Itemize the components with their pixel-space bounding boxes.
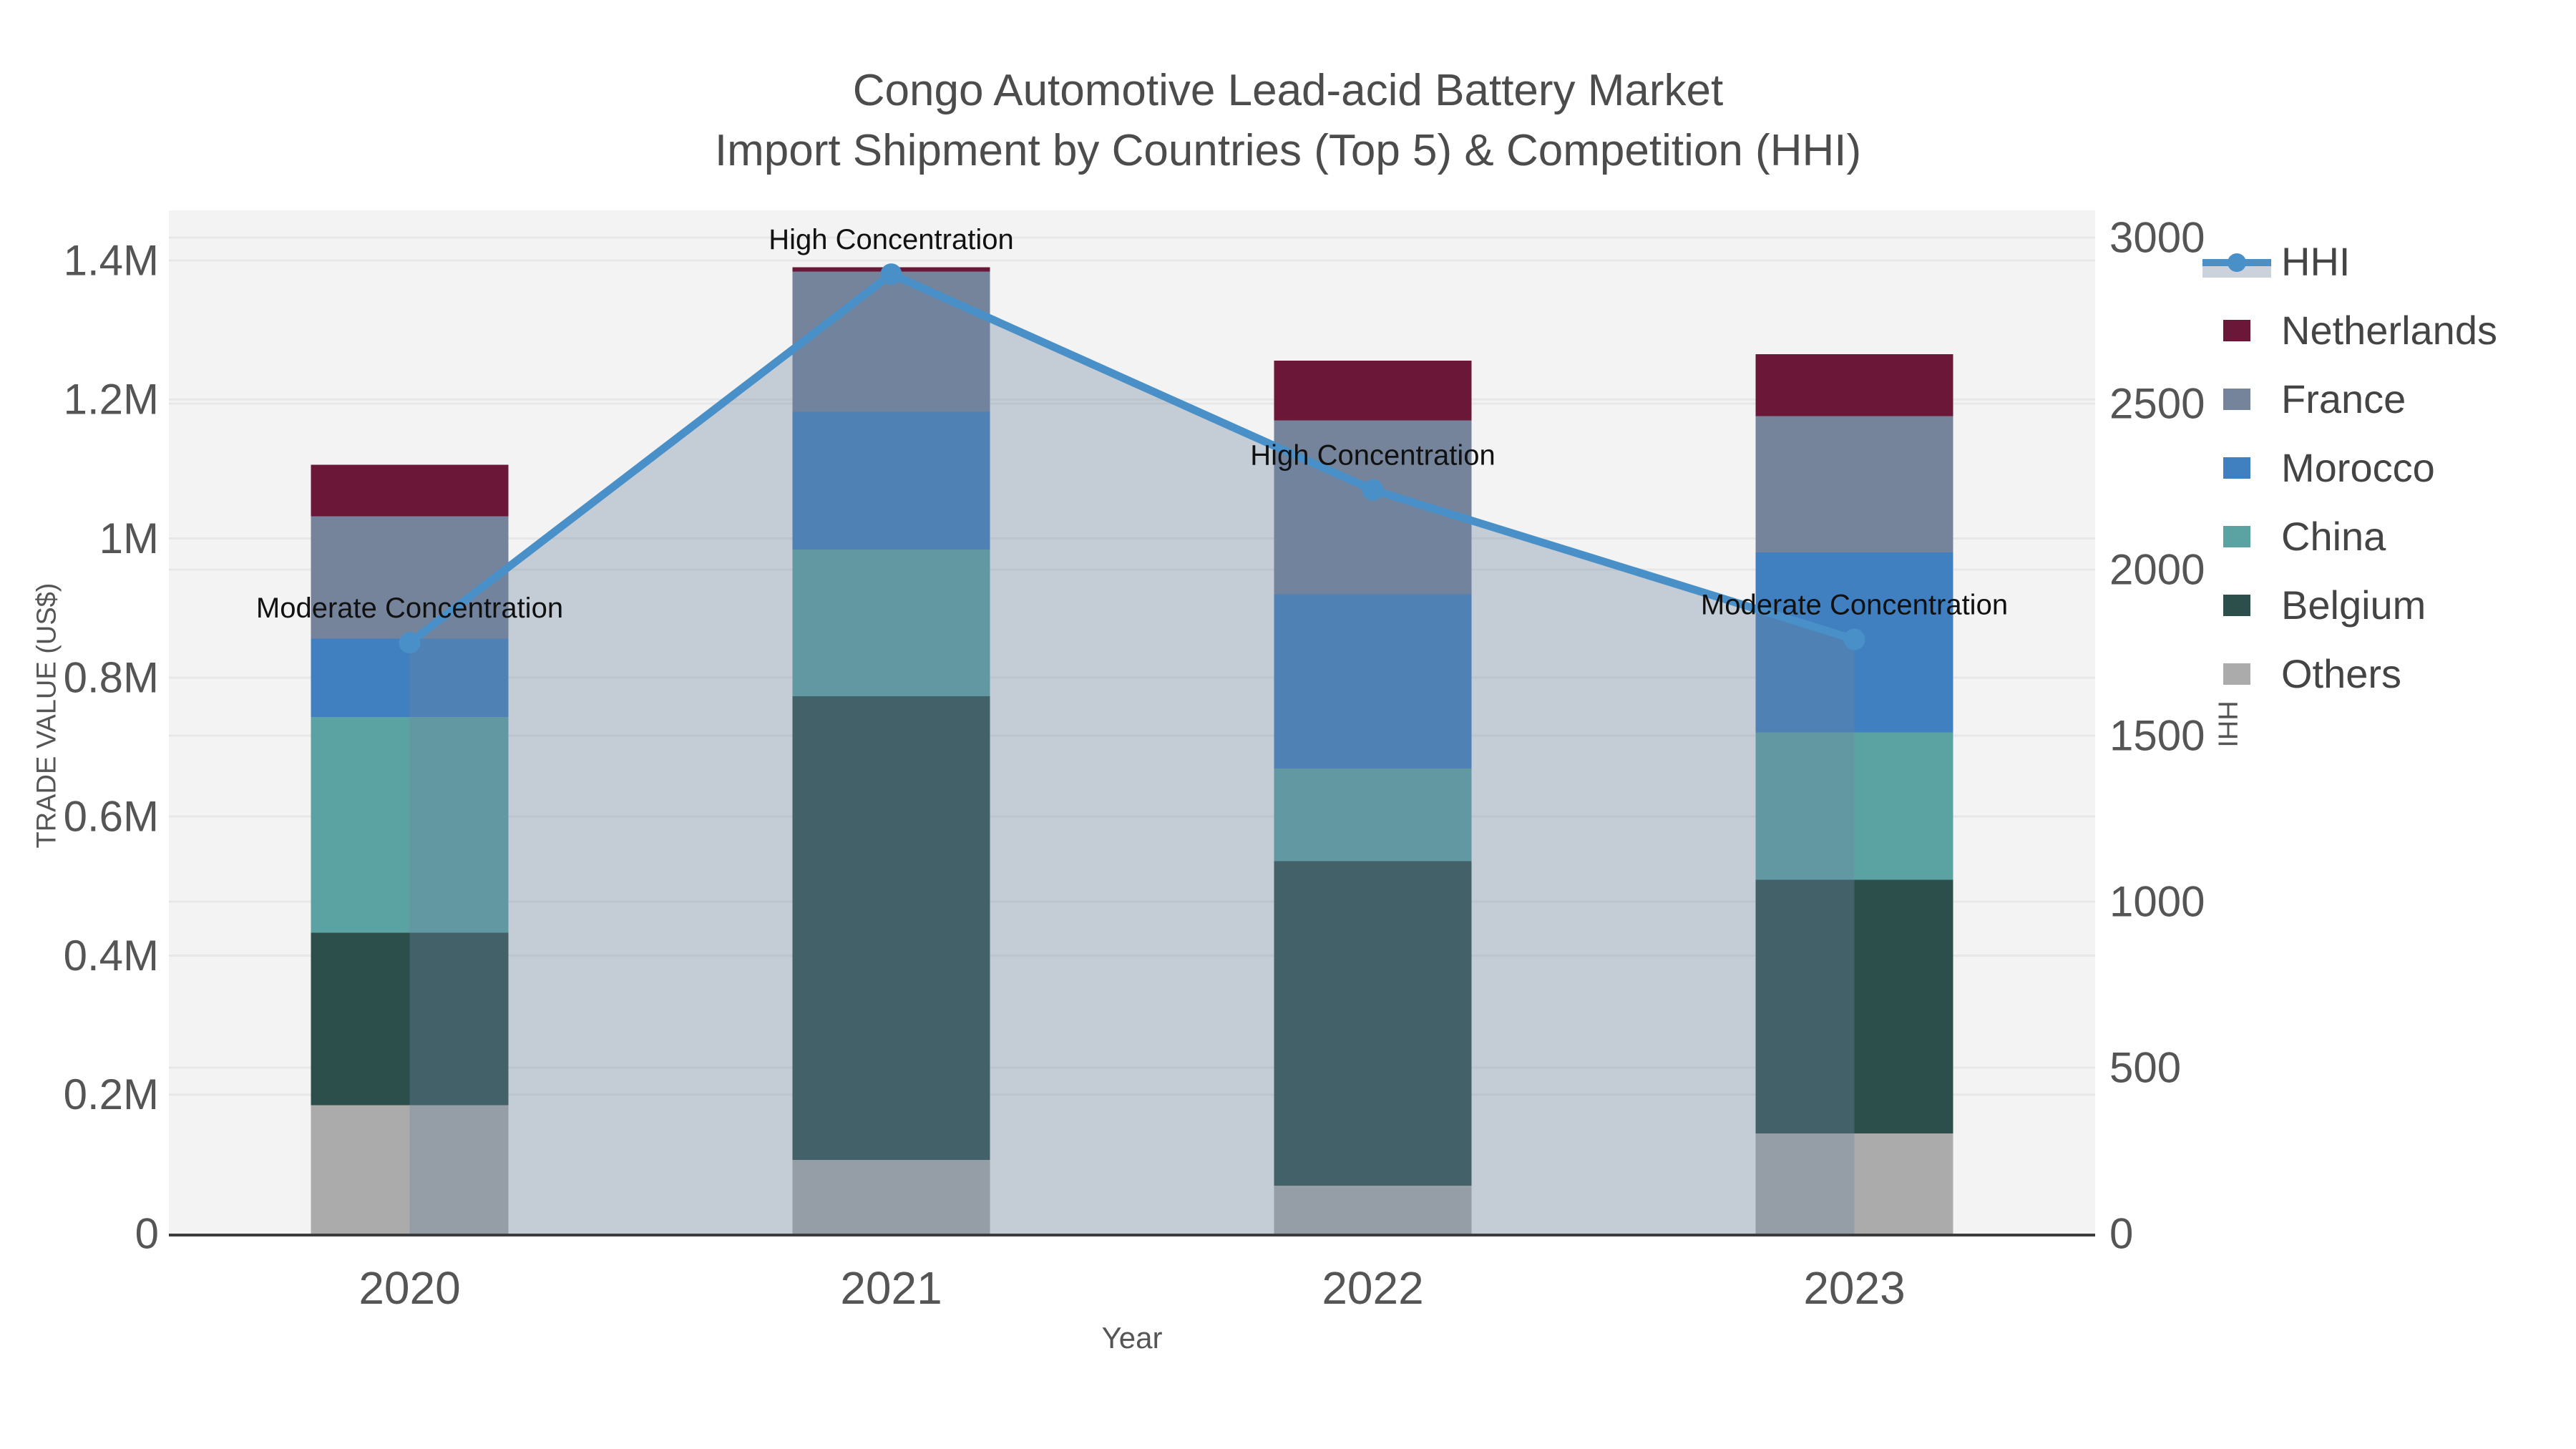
x-tick-label-2022: 2022: [1322, 1262, 1423, 1314]
legend-item-france[interactable]: France: [2202, 378, 2497, 421]
legend-label: China: [2281, 514, 2386, 559]
legend-color-swatch: [2223, 457, 2250, 479]
legend-line-marker-icon: [2202, 240, 2271, 283]
legend-swatch-icon: [2202, 653, 2271, 696]
legend-item-morocco[interactable]: Morocco: [2202, 447, 2497, 489]
legend-swatch-icon: [2202, 584, 2271, 627]
legend-color-swatch: [2223, 320, 2250, 341]
bar-segment-2020-netherlands[interactable]: [311, 464, 509, 517]
legend-item-others[interactable]: Others: [2202, 653, 2497, 696]
hhi-area: [409, 274, 1855, 1234]
bar-segment-2021-morocco[interactable]: [792, 411, 990, 550]
legend-label: Morocco: [2281, 445, 2435, 490]
chart-title: Congo Automotive Lead-acid Battery Marke…: [852, 66, 1724, 115]
legend-label: HHI: [2281, 239, 2351, 284]
legend-item-belgium[interactable]: Belgium: [2202, 584, 2497, 627]
legend-swatch-icon: [2202, 515, 2271, 558]
legend-marker-dot: [2228, 253, 2246, 272]
x-tick-label-2020: 2020: [358, 1262, 460, 1314]
x-tick-label-2021: 2021: [840, 1262, 942, 1314]
bar-segment-2023-france[interactable]: [1755, 416, 1953, 552]
left-axis-title: TRADE VALUE (US$): [31, 582, 62, 849]
left-tick-label: 1M: [99, 514, 159, 562]
left-tick-label: 0.4M: [64, 932, 159, 980]
chart-subtitle: Import Shipment by Countries (Top 5) & C…: [714, 126, 1862, 175]
annotation-2021: High Concentration: [769, 224, 1013, 255]
left-tick-label: 0.6M: [64, 793, 159, 841]
bar-segment-2023-others[interactable]: [1755, 1133, 1953, 1234]
bar-segment-2023-belgium[interactable]: [1755, 879, 1953, 1134]
bar-segment-2022-china[interactable]: [1274, 769, 1472, 862]
right-tick-label: 500: [2109, 1044, 2181, 1092]
annotation-2023: Moderate Concentration: [1701, 589, 2008, 620]
bar-segment-2023-china[interactable]: [1755, 732, 1953, 880]
annotation-2022: High Concentration: [1250, 440, 1495, 472]
legend-color-swatch: [2223, 595, 2250, 616]
bar-segment-2021-others[interactable]: [792, 1160, 990, 1234]
bar-segment-2022-morocco[interactable]: [1274, 594, 1472, 769]
legend-label: France: [2281, 376, 2406, 421]
bar-segment-2020-china[interactable]: [311, 717, 509, 933]
legend: HHI Netherlands France Morocco China Belgium O…: [2202, 240, 2497, 721]
bar-segment-2021-france[interactable]: [792, 271, 990, 412]
hhi-marker-2023[interactable]: [1843, 628, 1865, 650]
left-tick-label: 1.4M: [64, 236, 159, 284]
legend-swatch-icon: [2202, 378, 2271, 421]
legend-color-swatch: [2223, 389, 2250, 410]
legend-item-hhi[interactable]: HHI: [2202, 240, 2497, 283]
legend-swatch-icon: [2202, 309, 2271, 352]
legend-item-netherlands[interactable]: Netherlands: [2202, 309, 2497, 352]
bar-segment-2023-netherlands[interactable]: [1755, 354, 1953, 416]
right-tick-label: 1500: [2109, 712, 2205, 760]
bar-segment-2021-belgium[interactable]: [792, 696, 990, 1161]
bar-segment-2022-netherlands[interactable]: [1274, 360, 1472, 421]
left-tick-label: 0: [135, 1210, 159, 1258]
bar-segment-2020-others[interactable]: [311, 1105, 509, 1234]
x-axis-title: Year: [1101, 1321, 1163, 1355]
left-tick-label: 0.2M: [64, 1070, 159, 1118]
legend-label: Netherlands: [2281, 308, 2497, 353]
legend-item-china[interactable]: China: [2202, 515, 2497, 558]
right-tick-label: 2500: [2109, 380, 2205, 428]
hhi-line: [407, 270, 1856, 646]
right-tick-label: 1000: [2109, 878, 2205, 926]
hhi-marker-2020[interactable]: [399, 632, 421, 654]
legend-label: Belgium: [2281, 582, 2426, 628]
right-tick-label: 2000: [2109, 546, 2205, 594]
annotation-2020: Moderate Concentration: [256, 592, 563, 624]
x-tick-label-2023: 2023: [1803, 1262, 1905, 1314]
bar-segment-2022-others[interactable]: [1274, 1185, 1472, 1234]
left-tick-label: 1.2M: [64, 376, 159, 424]
right-tick-label: 3000: [2109, 214, 2205, 262]
bar-segment-2022-belgium[interactable]: [1274, 861, 1472, 1186]
bar-segment-2020-belgium[interactable]: [311, 932, 509, 1106]
hhi-marker-2021[interactable]: [880, 263, 902, 286]
left-tick-label: 0.8M: [64, 653, 159, 701]
hhi-marker-2022[interactable]: [1362, 479, 1384, 501]
right-tick-label: 0: [2109, 1210, 2133, 1258]
legend-color-swatch: [2223, 526, 2250, 547]
legend-label: Others: [2281, 651, 2402, 696]
legend-swatch-icon: [2202, 447, 2271, 489]
bar-segment-2021-china[interactable]: [792, 550, 990, 697]
legend-color-swatch: [2223, 663, 2250, 685]
bar-segment-2020-france[interactable]: [311, 516, 509, 639]
